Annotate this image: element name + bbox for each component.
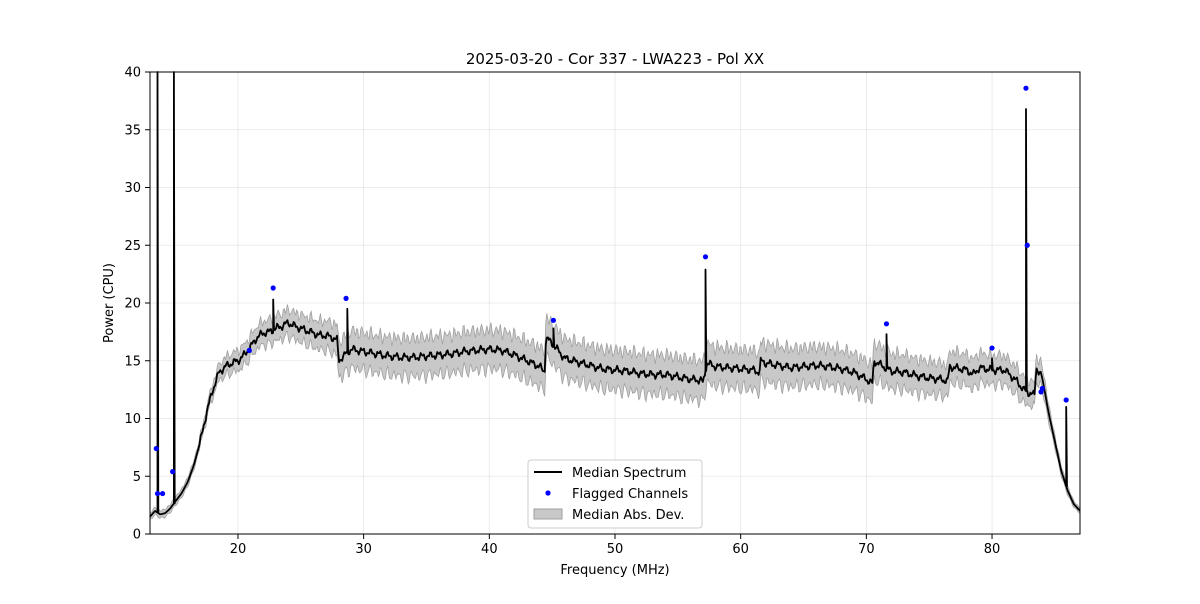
legend-frame bbox=[527, 459, 703, 529]
flagged-point bbox=[154, 490, 161, 497]
flagged-point bbox=[1023, 85, 1029, 91]
axis-layer: 20 30 40 50 60 70 80 0 5 10 15 20 25 30 35 40 bbox=[124, 66, 1081, 557]
y-tick-label: 30 bbox=[124, 181, 141, 196]
y-tick-label: 20 bbox=[124, 297, 141, 312]
flagged-point bbox=[883, 321, 890, 327]
y-tick-label: 15 bbox=[124, 354, 141, 369]
legend-flagged-swatch bbox=[545, 490, 551, 496]
flagged-point bbox=[550, 317, 557, 323]
y-tick-label: 35 bbox=[124, 123, 141, 138]
flagged-point bbox=[702, 254, 709, 260]
x-axis-label: Frequency (MHz) bbox=[560, 563, 669, 578]
flagged-point bbox=[159, 490, 166, 497]
flagged-point bbox=[1039, 385, 1045, 392]
x-tick-label: 20 bbox=[230, 542, 247, 557]
flagged-point bbox=[270, 285, 276, 291]
flagged-point bbox=[153, 445, 159, 452]
flagged-points-layer bbox=[153, 85, 1069, 497]
median-line-layer bbox=[149, 71, 1081, 518]
y-tick-label: 40 bbox=[124, 66, 141, 81]
flagged-point bbox=[989, 345, 995, 351]
legend-flagged-label: Flagged Channels bbox=[572, 487, 688, 502]
y-tick-label: 5 bbox=[133, 470, 141, 485]
median-spectrum-line bbox=[149, 71, 1081, 518]
flagged-point bbox=[1063, 397, 1069, 403]
flagged-point bbox=[246, 347, 252, 353]
x-tick-label: 40 bbox=[481, 542, 498, 557]
legend-median-label: Median Spectrum bbox=[572, 466, 686, 481]
flagged-point bbox=[343, 295, 349, 301]
x-tick-label: 30 bbox=[355, 542, 372, 557]
legend: Median Spectrum Flagged Channels Median … bbox=[527, 459, 703, 529]
legend-mad-swatch bbox=[533, 508, 563, 520]
chart-title: 2025-03-20 - Cor 337 - LWA223 - Pol XX bbox=[466, 50, 764, 68]
flagged-point bbox=[1024, 242, 1030, 248]
x-tick-label: 80 bbox=[984, 542, 1001, 557]
y-tick-label: 0 bbox=[133, 528, 141, 543]
x-tick-label: 70 bbox=[858, 542, 875, 557]
flagged-point bbox=[170, 469, 176, 475]
y-axis-label: Power (CPU) bbox=[102, 263, 117, 343]
y-tick-label: 25 bbox=[124, 239, 141, 254]
y-tick-label: 10 bbox=[124, 412, 141, 427]
x-tick-label: 50 bbox=[607, 542, 624, 557]
x-tick-label: 60 bbox=[732, 542, 749, 557]
legend-mad-label: Median Abs. Dev. bbox=[572, 508, 684, 523]
